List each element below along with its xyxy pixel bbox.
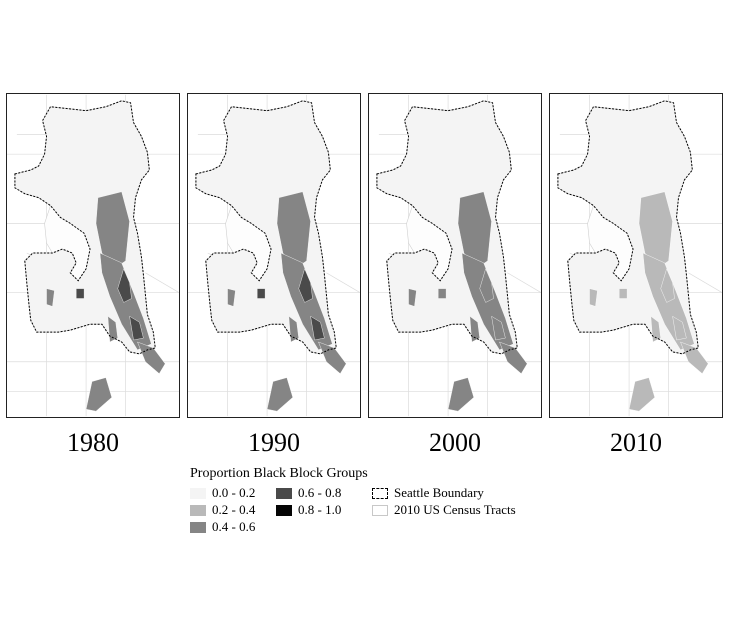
block-group-2010-5 [672, 315, 687, 341]
legend-label-boundary: Seattle Boundary [394, 485, 484, 500]
block-group-1980-10 [85, 377, 113, 412]
legend-item-3: 0.6 - 0.8 [276, 486, 341, 500]
legend-item-1: 0.2 - 0.4 [190, 503, 255, 517]
block-group-1990-7 [318, 341, 347, 374]
legend-swatch-3 [276, 487, 292, 499]
seattle-boundary-1980 [14, 100, 156, 355]
year-label-1990: 1990 [248, 428, 300, 457]
block-group-2010-4 [660, 268, 675, 303]
legend-swatch-1 [190, 504, 206, 516]
choropleth-map-1990 [188, 94, 360, 417]
block-group-1980-7 [137, 341, 166, 374]
legend-item-tracts: 2010 US Census Tracts [372, 503, 516, 517]
block-group-1980-8 [46, 288, 55, 307]
seattle-boundary-2010 [557, 100, 699, 355]
legend-item-0: 0.0 - 0.2 [190, 486, 255, 500]
legend-label-4: 0.8 - 1.0 [298, 502, 342, 517]
year-label-1980: 1980 [67, 428, 119, 457]
block-group-2010-8 [589, 288, 598, 307]
choropleth-map-2010 [550, 94, 722, 417]
block-group-1990-4 [298, 268, 313, 303]
legend-label-0: 0.0 - 0.2 [212, 485, 256, 500]
block-group-2000-8 [408, 288, 417, 307]
block-group-1980-4 [117, 268, 132, 303]
seattle-boundary-1990 [195, 100, 337, 355]
block-group-2010-6 [650, 315, 661, 343]
block-group-1980-6 [107, 315, 118, 343]
map-panel-2000 [368, 93, 542, 418]
seattle-boundary-2000 [376, 100, 518, 355]
block-group-2000-9 [437, 288, 447, 299]
legend-swatch-4 [276, 504, 292, 516]
map-panel-1980 [6, 93, 180, 418]
legend-item-4: 0.8 - 1.0 [276, 503, 341, 517]
block-group-2010-10 [628, 377, 656, 412]
legend-swatch-tracts [372, 504, 388, 516]
block-group-2010-9 [618, 288, 628, 299]
block-group-2000-6 [469, 315, 480, 343]
block-group-1980-9 [75, 288, 85, 299]
legend-title: Proportion Black Block Groups [190, 466, 368, 481]
map-panel-2010 [549, 93, 723, 418]
legend-label-1: 0.2 - 0.4 [212, 502, 256, 517]
choropleth-map-2000 [369, 94, 541, 417]
block-group-2010-7 [680, 341, 709, 374]
block-group-1990-10 [266, 377, 294, 412]
legend-swatch-2 [190, 521, 206, 533]
legend-label-3: 0.6 - 0.8 [298, 485, 342, 500]
block-group-1990-6 [288, 315, 299, 343]
block-group-2000-7 [499, 341, 528, 374]
block-group-1990-8 [227, 288, 236, 307]
choropleth-map-1980 [7, 94, 179, 417]
block-group-2000-4 [479, 268, 494, 303]
year-label-2010: 2010 [610, 428, 662, 457]
block-group-1990-5 [310, 315, 325, 341]
legend-item-boundary: Seattle Boundary [372, 486, 484, 500]
block-group-1980-5 [129, 315, 144, 341]
legend-swatch-boundary [372, 487, 388, 499]
legend-item-2: 0.4 - 0.6 [190, 520, 255, 534]
block-group-1990-9 [256, 288, 266, 299]
year-label-2000: 2000 [429, 428, 481, 457]
block-group-2000-10 [447, 377, 475, 412]
legend-label-2: 0.4 - 0.6 [212, 519, 256, 534]
legend-label-tracts: 2010 US Census Tracts [394, 502, 516, 517]
legend-swatch-0 [190, 487, 206, 499]
block-group-2000-5 [491, 315, 506, 341]
map-panel-1990 [187, 93, 361, 418]
